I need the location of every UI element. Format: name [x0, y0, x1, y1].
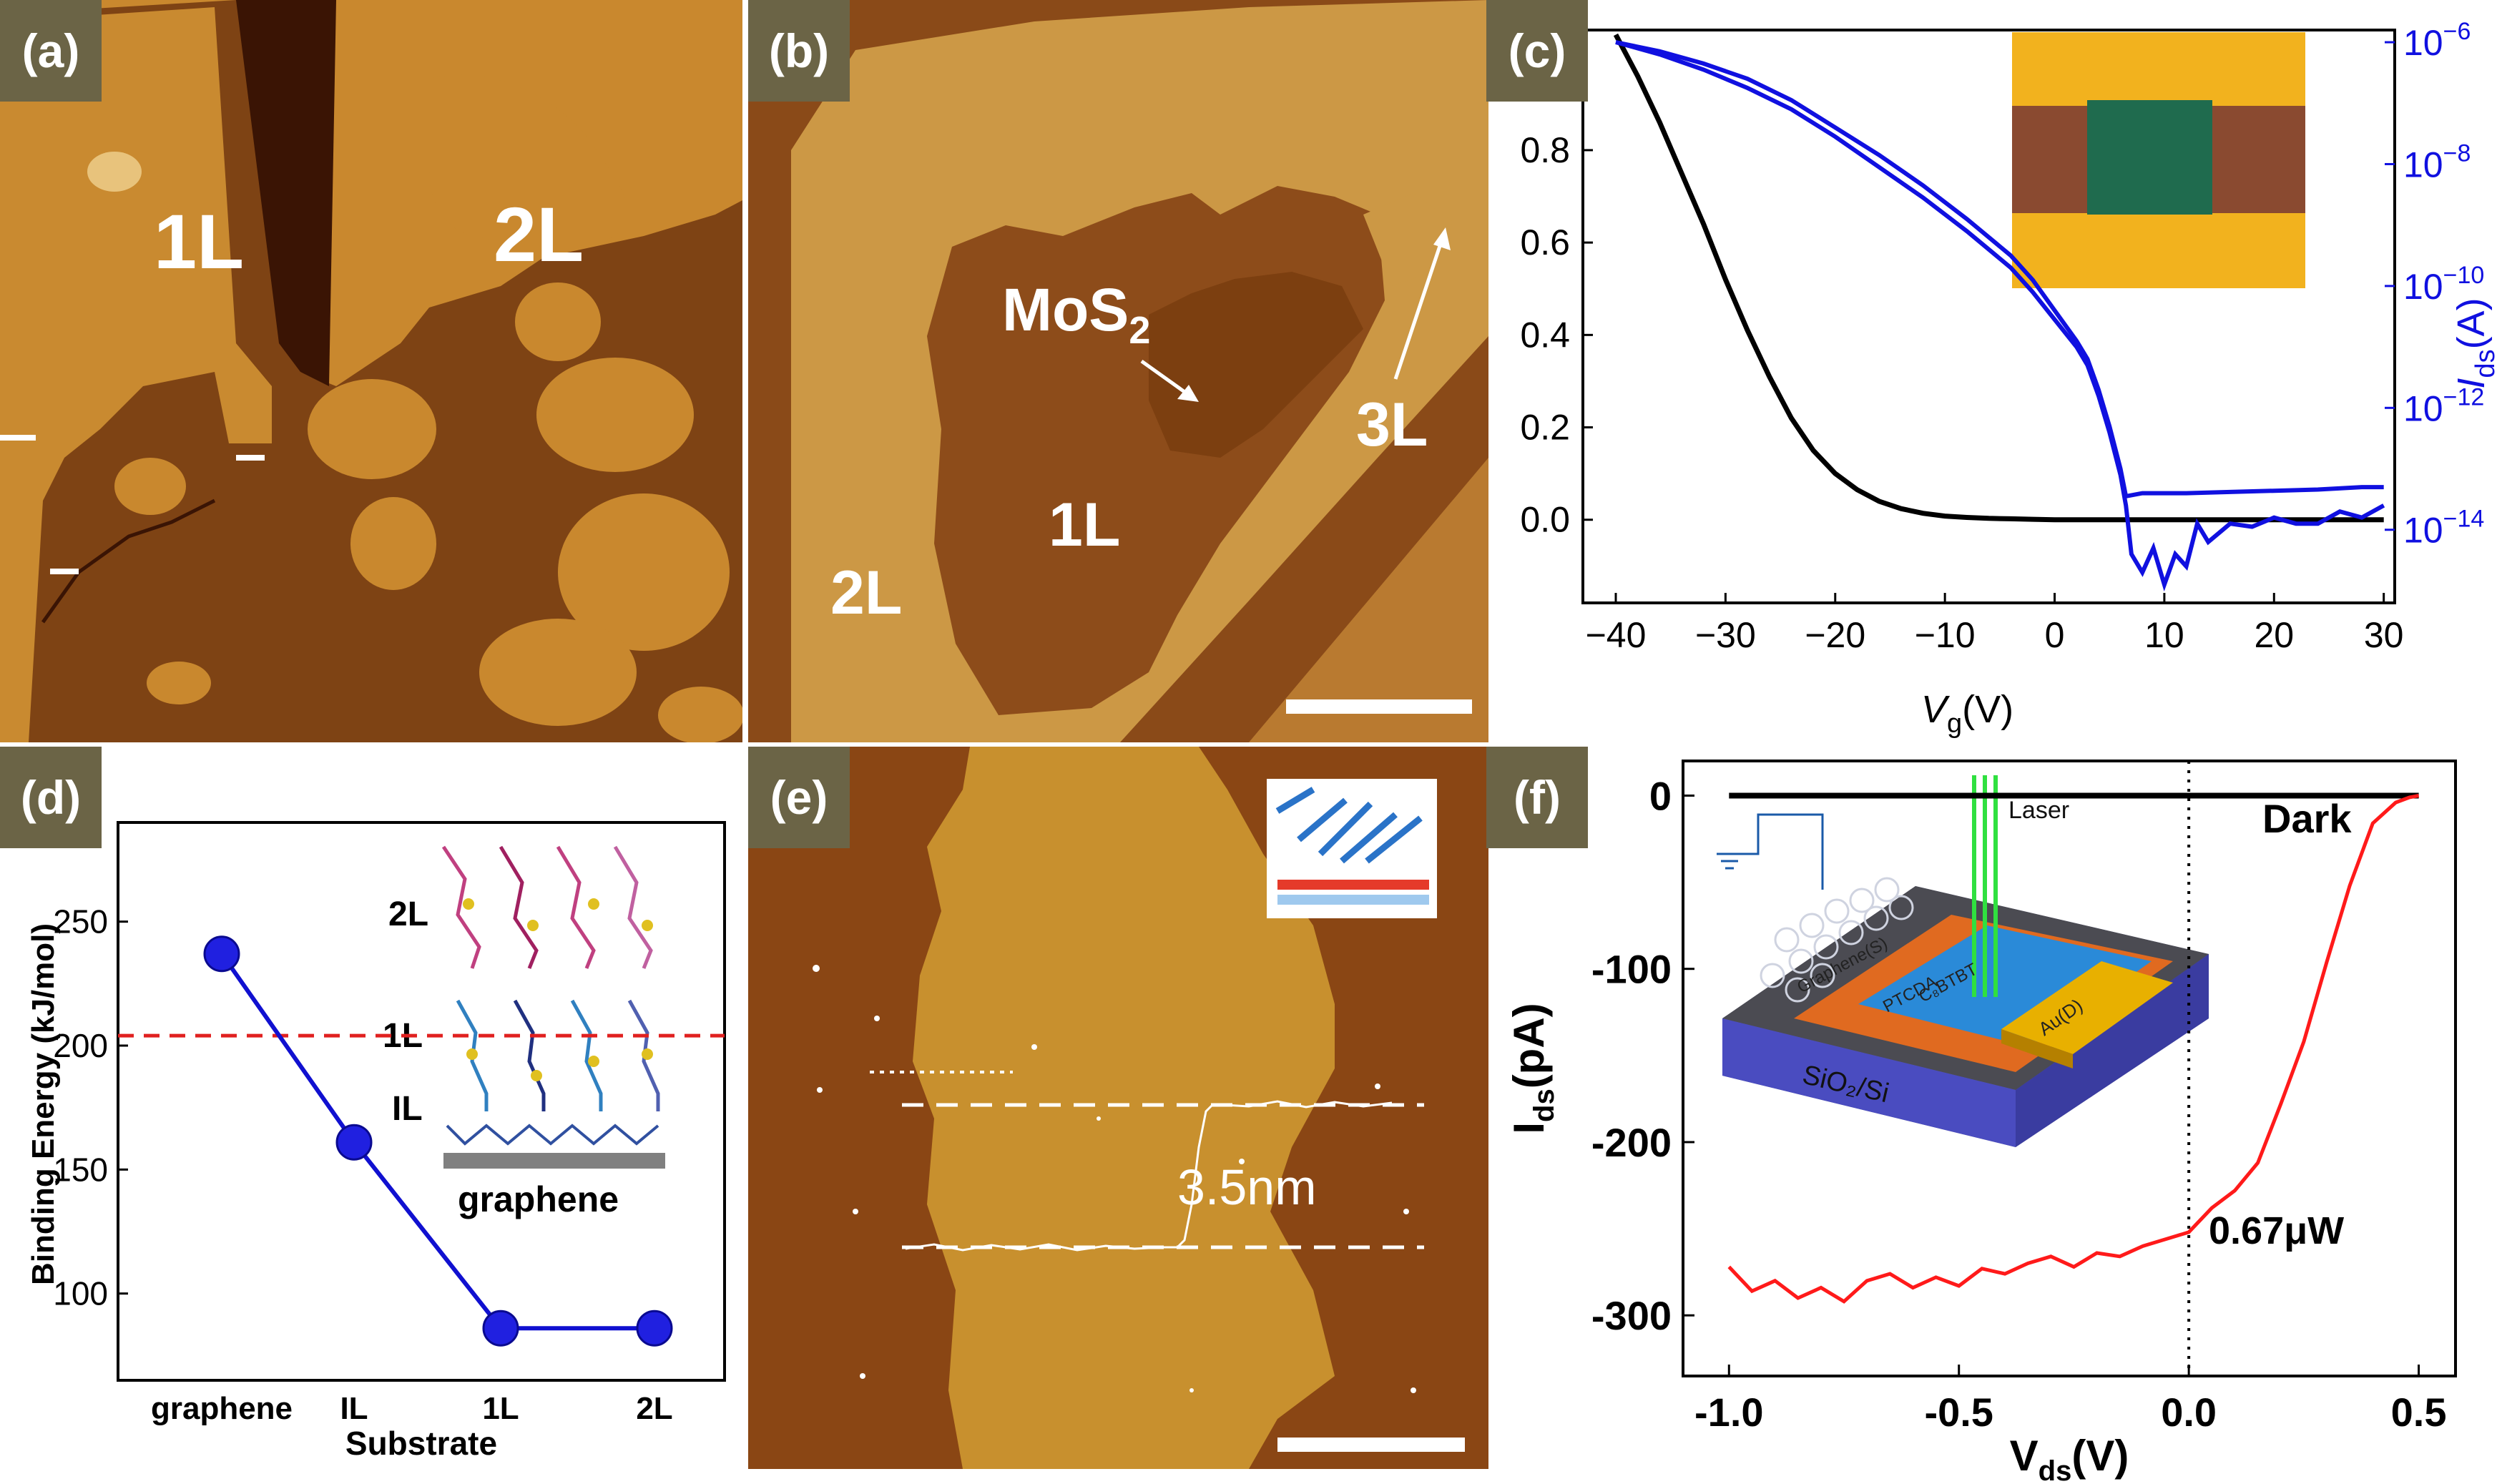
series-line-f — [1727, 794, 2420, 1304]
y2-tick-label-c: 10−6 — [2403, 18, 2471, 63]
x-tick-label-c: 0 — [2045, 615, 2065, 655]
panel-a-tag: (a) — [0, 0, 102, 102]
x-axis-label-f: Vds(V) — [2010, 1432, 2129, 1484]
label-1l-b: 1L — [1049, 491, 1121, 559]
x-tick-label-d: IL — [340, 1391, 368, 1426]
mos2-subscript: 2 — [1129, 308, 1151, 352]
label-2l-b: 2L — [830, 559, 903, 627]
y-tick-label-f: -100 — [1591, 947, 1672, 992]
data-point-d — [482, 1309, 519, 1347]
scale-bar-b — [1286, 699, 1472, 714]
y-tick-label-f: 0 — [1649, 773, 1672, 818]
y2-tick-label-c: 10−10 — [2403, 262, 2484, 307]
y-axis-label-d: Binding Energy (kJ/mol) — [26, 923, 61, 1285]
y-tick-label-c: 0.8 — [1520, 130, 1570, 170]
arrow-3l-head — [1433, 227, 1451, 250]
panel-b: (b) MoS2 1L 2L 3L — [748, 0, 1488, 742]
series-line-c-log_forward — [1615, 40, 2384, 499]
label-1l-a: 1L — [154, 198, 245, 285]
x-tick-label-c: 30 — [2364, 615, 2404, 655]
y-tick-label-c: 0.0 — [1520, 500, 1570, 540]
x-tick-label-f: -0.5 — [1924, 1390, 1993, 1435]
chart-d: 2L 1L IL graphene 100 150 200 250 graphene IL… — [26, 821, 726, 1462]
arrow-mos2-head — [1177, 385, 1199, 402]
x-tick-label-f: 0.5 — [2391, 1390, 2447, 1435]
x-tick-label-c: 20 — [2254, 615, 2294, 655]
inset-label-2l: 2L — [388, 895, 428, 933]
y-axis-label-f: Ids(pA) — [1505, 1003, 1560, 1134]
inset-molecules-d: 2L 1L IL graphene — [383, 845, 665, 1219]
y2-tick-label-c: 10−12 — [2403, 383, 2484, 428]
y-tick-label-c: 0.6 — [1520, 222, 1570, 262]
panel-f: (f) Laser Graphene(S) P — [1486, 747, 2497, 1484]
y-tick-label-f: -300 — [1591, 1293, 1672, 1338]
x-axis-label-d: Substrate — [345, 1425, 497, 1462]
panel-c-tag: (c) — [1486, 0, 1588, 102]
plot-frame-d — [117, 821, 726, 1382]
panel-d: (d) 2L 1L IL graphene — [0, 747, 744, 1484]
y2-tick-label-c: 10−8 — [2403, 139, 2471, 185]
series-line-c-log_reverse — [1615, 40, 2385, 591]
panel-e-tag: (e) — [748, 747, 850, 848]
data-point-d — [636, 1309, 673, 1347]
x-axis-label-c: Vg(V) — [1921, 688, 2013, 739]
x-tick-label-f: -1.0 — [1694, 1390, 1764, 1435]
x-tick-label-c: −40 — [1586, 615, 1647, 655]
data-point-d — [203, 935, 240, 973]
x-tick-label-d: 1L — [482, 1391, 519, 1426]
panel-a: (a) 1L 2L — [0, 0, 742, 742]
y-tick-label-d: 100 — [53, 1275, 108, 1312]
panel-b-tag: (b) — [748, 0, 850, 102]
afm-image-e: 3.5nm — [748, 747, 1488, 1469]
label-2l-a: 2L — [494, 191, 584, 277]
plot-frame-f — [1682, 760, 2457, 1377]
y2-tick-label-c: 10−14 — [2403, 506, 2484, 551]
chart-f: Laser Graphene(S) PTCDA C₈BTBT Au(D) SiO… — [1505, 760, 2457, 1484]
afm-image-a — [0, 0, 742, 742]
y-tick-label-d: 150 — [53, 1151, 108, 1188]
series-line-c-linear — [1613, 33, 2384, 523]
x-tick-label-d: 2L — [636, 1391, 672, 1426]
panel-d-tag: (d) — [0, 747, 102, 848]
y-tick-label-c: 0.4 — [1520, 315, 1570, 355]
panel-f-tag: (f) — [1486, 747, 1588, 848]
x-tick-label-c: 10 — [2144, 615, 2184, 655]
x-tick-label-c: −30 — [1695, 615, 1756, 655]
panel-c: (c) −40 −30 −20 −10 0 10 20 30 0.0 0.2 0.4 0.6 0.8 10… — [1486, 0, 2497, 742]
arrow-3l — [1393, 239, 1444, 380]
x-tick-label-c: −20 — [1805, 615, 1865, 655]
data-point-d — [335, 1124, 373, 1161]
scale-bar-e — [1277, 1438, 1465, 1452]
device-inset-f: Laser Graphene(S) PTCDA C₈BTBT Au(D) SiO… — [1717, 775, 2209, 1147]
y-tick-label-d: 250 — [53, 903, 108, 940]
annotation-dark: Dark — [2262, 796, 2352, 841]
panel-e: 3.5nm (e) — [748, 747, 1488, 1469]
label-3l-b: 3L — [1356, 390, 1428, 459]
chart-c: −40 −30 −20 −10 0 10 20 30 0.0 0.2 0.4 0.6 0.8 10−6 10… — [1520, 18, 2497, 739]
arrow-mos2 — [1140, 359, 1193, 399]
y-tick-label-f: -200 — [1591, 1120, 1672, 1165]
plot-frame-c — [1581, 29, 2396, 604]
inset-label-il: IL — [392, 1090, 423, 1128]
annotation-power: 0.67μW — [2209, 1209, 2344, 1252]
x-tick-label-d: graphene — [151, 1391, 293, 1426]
inset-label-laser: Laser — [2008, 797, 2069, 824]
mos2-text: MoS — [1002, 276, 1129, 343]
x-tick-label-f: 0.0 — [2161, 1390, 2217, 1435]
series-line-d — [220, 952, 654, 1331]
x-tick-label-c: −10 — [1915, 615, 1976, 655]
y-tick-label-d: 200 — [53, 1027, 108, 1064]
inset-optical-image-c — [2012, 32, 2305, 288]
inset-label-graphene: graphene — [458, 1179, 619, 1219]
label-mos2: MoS2 — [1002, 275, 1150, 353]
arrows-b — [1140, 227, 1451, 402]
y-tick-label-c: 0.2 — [1520, 408, 1570, 448]
step-height-label: 3.5nm — [1177, 1159, 1317, 1215]
y2-axis-label-c: Ids(A) — [2450, 298, 2497, 388]
afm-image-b — [748, 0, 1488, 742]
